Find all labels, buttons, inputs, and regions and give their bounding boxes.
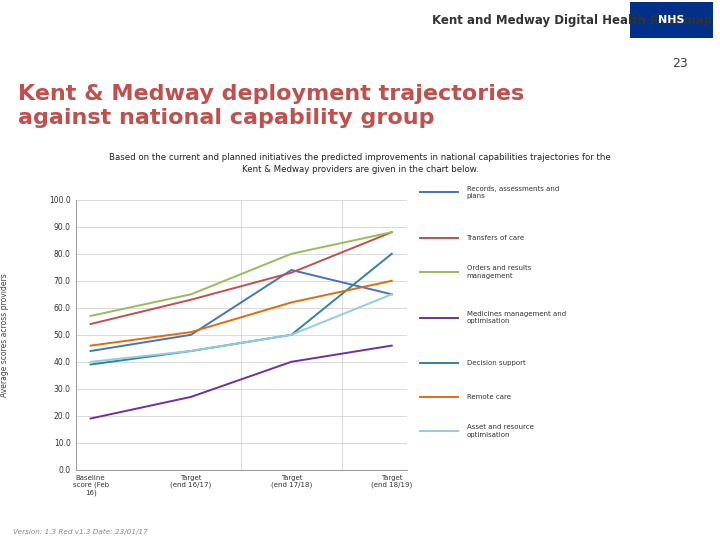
Bar [630,2,713,38]
Text: Records, assessments and
plans: Records, assessments and plans [467,186,559,199]
Text: Kent & Medway deployment trajectories
against national capability group: Kent & Medway deployment trajectories ag… [18,84,524,127]
Text: Asset and resource
optimisation: Asset and resource optimisation [467,424,534,437]
Text: Medicines management and
optimisation: Medicines management and optimisation [467,310,566,324]
Text: Based on the current and planned initiatives the predicted improvements in natio: Based on the current and planned initiat… [109,153,611,174]
Text: Decision support: Decision support [467,360,526,366]
Text: Version: 1.3 Red v1.3 Date: 23/01/17: Version: 1.3 Red v1.3 Date: 23/01/17 [13,529,148,535]
Text: Orders and results
management: Orders and results management [467,265,531,279]
Text: 23: 23 [672,57,688,70]
Text: Transfers of care: Transfers of care [467,235,525,241]
Y-axis label: Average scores across providers: Average scores across providers [0,273,9,397]
Text: Remote care: Remote care [467,394,510,400]
Text: Kent and Medway Digital Health Roadmap: Kent and Medway Digital Health Roadmap [432,14,712,27]
Text: NHS: NHS [658,15,684,25]
